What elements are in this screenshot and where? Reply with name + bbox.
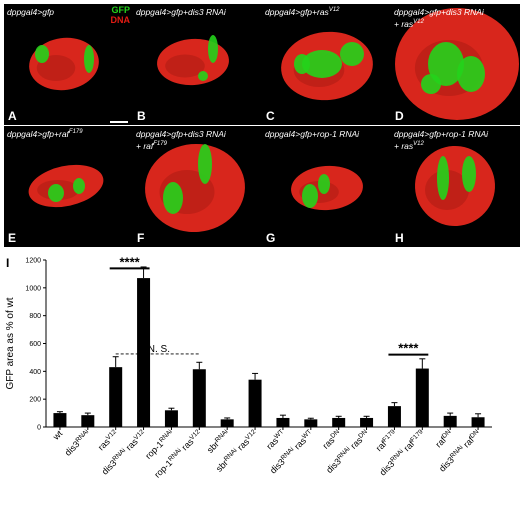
bar — [471, 417, 485, 427]
bar — [137, 278, 151, 427]
x-tick-label: rasWT — [264, 428, 287, 451]
panel-letter: B — [137, 109, 146, 123]
micrograph-grid: dppgal4>gfp A GFP DNA dppgal4>gfp+dis3 RNAi B… — [0, 0, 520, 250]
y-tick-label: 400 — [29, 369, 41, 376]
panel-letter: F — [137, 231, 145, 245]
x-tick-label: dis3RNAi — [62, 428, 92, 458]
bar — [276, 417, 290, 427]
bar — [220, 419, 234, 427]
legend-dna: DNA — [110, 15, 131, 25]
panel-letter: H — [395, 231, 404, 245]
legend-gfp: GFP — [111, 5, 130, 15]
y-tick-label: 0 — [37, 425, 41, 432]
bar — [415, 368, 429, 427]
tissue-image — [415, 146, 495, 226]
y-tick-label: 200 — [29, 397, 41, 404]
bar — [443, 415, 457, 427]
chart-annotations: **** N. S. **** — [109, 254, 429, 356]
bar — [304, 419, 318, 427]
panel-caption: dppgal4>gfp+rafF179 — [7, 128, 83, 139]
panel-caption: dppgal4>gfp+dis3 RNAi + rasV12 — [394, 6, 484, 29]
bar — [332, 417, 346, 427]
tissue-image — [28, 164, 104, 208]
panel-caption: dppgal4>gfp+dis3 RNAi — [136, 6, 226, 17]
panel-caption: dppgal4>gfp+rop-1 RNAi + rasV12 — [394, 128, 489, 151]
x-tick-label: rasV12 — [96, 428, 121, 453]
panel-letter: A — [8, 109, 17, 123]
panel-caption: dppgal4>gfp+rop-1 RNAi — [265, 128, 360, 139]
micrograph-panel-f: dppgal4>gfp+dis3 RNAi + rafF179 F — [133, 126, 262, 247]
panel-letter: G — [266, 231, 276, 245]
y-tick-label: 1000 — [25, 285, 41, 292]
micrograph-panel-e: dppgal4>gfp+rafF179 E — [4, 126, 133, 247]
micrograph-panel-a: dppgal4>gfp A GFP DNA — [4, 4, 133, 125]
tissue-image — [291, 165, 363, 211]
tissue-image — [145, 143, 245, 233]
bar — [192, 369, 206, 427]
x-tick-label: rafF179 — [374, 428, 400, 454]
x-tick-label: rasDN — [320, 428, 343, 451]
x-tick-label: wt — [50, 428, 64, 442]
chart-bars — [53, 266, 485, 430]
significance-label: **** — [398, 341, 419, 356]
significance-label: N. S. — [148, 344, 170, 355]
y-tick-label: 600 — [29, 341, 41, 348]
bar-chart: I GFP area as % of wt 0 200 400 600 800 1000 1… — [5, 254, 492, 480]
significance-label: **** — [120, 254, 141, 269]
micrograph-panel-g: dppgal4>gfp+rop-1 RNAi G — [262, 126, 391, 247]
tissue-image — [281, 31, 373, 101]
bar — [387, 406, 401, 427]
micrograph-panel-b: dppgal4>gfp+dis3 RNAi B — [133, 4, 262, 125]
y-tick-label: 1200 — [25, 258, 41, 265]
x-tick-label: dis3RNAi rafDN — [437, 428, 483, 474]
x-tick-label: sbrRNAi — [205, 428, 232, 455]
micrograph-panel-h: dppgal4>gfp+rop-1 RNAi + rasV12 H — [391, 126, 520, 247]
bar — [360, 417, 374, 427]
x-tick-label: rafDN — [433, 428, 455, 450]
tissue-image — [29, 37, 99, 91]
micrograph-panel-d: dppgal4>gfp+dis3 RNAi + rasV12 D — [391, 4, 520, 125]
y-tick-label: 800 — [29, 313, 41, 320]
tissue-image — [395, 8, 519, 120]
scale-bar — [110, 121, 128, 123]
tissue-image — [157, 35, 229, 86]
bar — [81, 415, 95, 427]
panel-caption: dppgal4>gfp+rasV12 — [265, 6, 340, 17]
bar — [164, 410, 178, 427]
bar — [109, 367, 123, 427]
bar — [53, 413, 67, 427]
panel-letter: E — [8, 231, 17, 245]
panel-letter: D — [395, 109, 404, 123]
panel-caption: dppgal4>gfp+dis3 RNAi + rafF179 — [136, 128, 226, 151]
y-axis-label: GFP area as % of wt — [5, 297, 16, 389]
micrograph-panel-c: dppgal4>gfp+rasV12 C — [262, 4, 391, 125]
panel-letter: C — [266, 109, 275, 123]
panel-letter-i: I — [6, 256, 9, 270]
bar — [248, 379, 262, 427]
panel-caption: dppgal4>gfp — [7, 6, 55, 17]
